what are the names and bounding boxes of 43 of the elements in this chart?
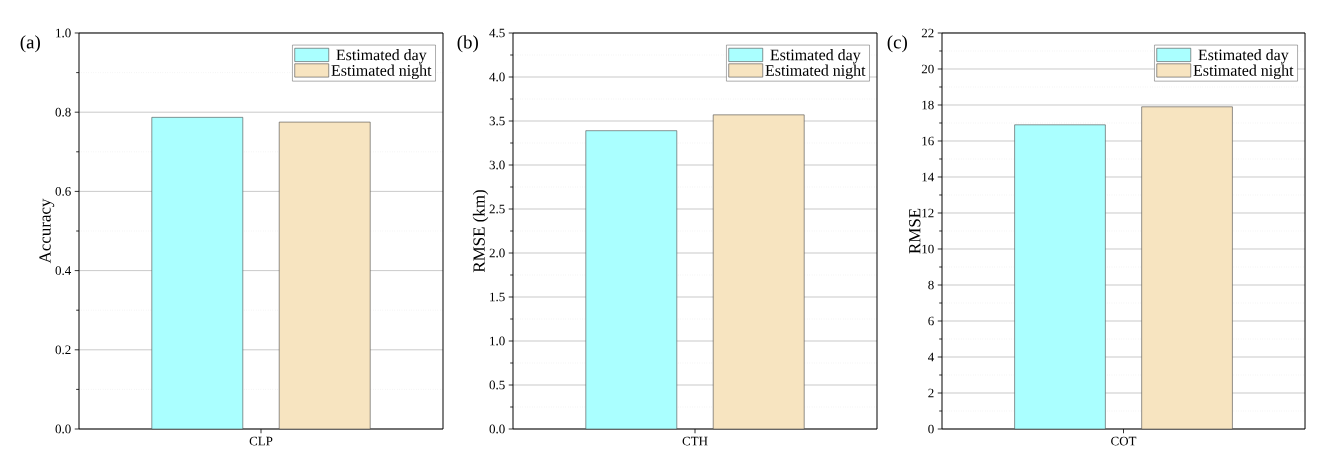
legend-label: Estimated night — [331, 64, 432, 80]
y-tick-label: 1.0 — [490, 336, 505, 346]
y-tick-label: 12 — [922, 208, 934, 218]
y-tick-label: 0.5 — [489, 380, 505, 390]
y-tick-label: 2 — [928, 388, 934, 398]
legend-label: Estimated day — [336, 49, 427, 64]
y-tick-label: 10 — [922, 244, 934, 254]
legend-label: Estimated day — [770, 49, 861, 64]
y-tick-label: 2.5 — [489, 204, 505, 214]
x-tick-label: CTH — [682, 436, 708, 446]
y-axis-title: RMSE — [909, 208, 921, 254]
y-tick-label: 0.4 — [55, 266, 72, 275]
y-tick-label: 1.5 — [490, 292, 505, 302]
y-tick-label: 14 — [922, 172, 935, 182]
y-tick-label: 4.0 — [489, 72, 505, 82]
y-tick-label: 0.6 — [55, 187, 71, 196]
x-tick-label: COT — [1111, 436, 1137, 446]
y-tick-label: 0.8 — [55, 107, 71, 117]
y-tick-label: 4.5 — [489, 28, 505, 38]
y-tick-label: 0 — [928, 424, 934, 434]
y-tick-label: 1.0 — [56, 28, 71, 38]
legend-label: Estimated day — [1198, 49, 1289, 64]
y-tick-label: 0.0 — [55, 424, 71, 434]
y-tick-label: 4 — [928, 352, 935, 362]
y-tick-label: 3.5 — [489, 116, 505, 126]
y-tick-label: 16 — [922, 136, 934, 146]
y-axis-title: Accuracy — [39, 198, 55, 264]
y-tick-label: 6 — [928, 316, 934, 326]
y-tick-label: 18 — [922, 100, 934, 110]
y-tick-label: 3.0 — [489, 160, 505, 170]
y-tick-label: 8 — [928, 280, 934, 290]
y-tick-label: 20 — [921, 64, 934, 74]
x-tick-label: CLP — [249, 436, 273, 446]
legend-label: Estimated night — [1193, 64, 1294, 80]
y-axis-title: RMSE (km) — [472, 190, 489, 273]
y-tick-label: 22 — [921, 28, 934, 38]
y-tick-label: 0.0 — [489, 424, 505, 434]
legend-label: Estimated night — [765, 64, 866, 80]
chart-title: (a) — [20, 35, 40, 53]
y-tick-label: 2.0 — [489, 248, 505, 258]
chart-title: (b) — [457, 35, 478, 53]
chart-title: (c) — [887, 35, 907, 53]
y-tick-label: 0.2 — [55, 345, 71, 355]
